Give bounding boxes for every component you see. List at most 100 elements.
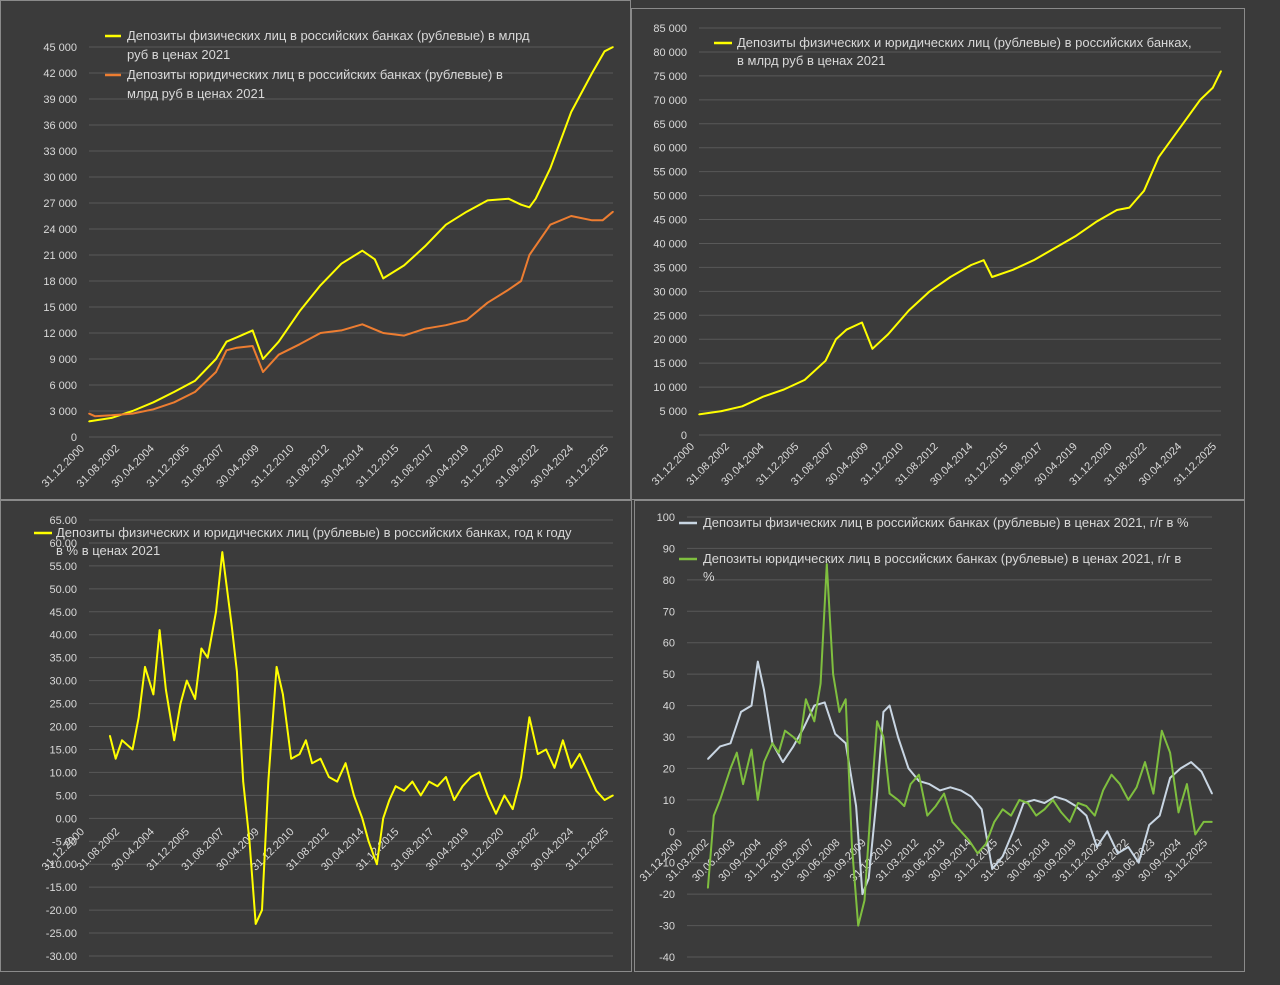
data-point [549,167,552,170]
data-point [587,771,589,774]
data-point [1053,247,1056,250]
y-tick-label: 100 [657,512,675,524]
y-tick-label: 3 000 [49,406,77,418]
legend-text: Депозиты физических и юридических лиц (р… [737,35,1192,50]
data-point [158,629,161,631]
data-point [888,792,891,795]
data-point [1077,802,1079,804]
data-point [173,401,175,404]
data-point [707,758,709,760]
y-tick-label: 80 000 [653,47,687,59]
data-point [528,254,531,256]
data-point [991,276,993,278]
data-point [194,698,196,700]
data-point [803,379,806,381]
data-point [110,414,113,417]
data-point [907,767,910,770]
data-point [729,742,732,745]
data-point [861,893,864,895]
y-tick-label: -5.00 [52,836,77,848]
y-tick-label: 55.00 [49,561,77,573]
data-point [1054,795,1056,798]
y-tick-label: 0.00 [56,813,77,825]
data-point [1143,190,1145,192]
data-point [311,762,313,764]
data-point [507,197,510,200]
data-point [750,748,753,751]
data-point [1096,846,1098,848]
data-point [851,846,853,848]
legend-text: Депозиты физических лиц в российских бан… [127,28,530,43]
data-point [131,748,134,751]
data-point [570,215,572,217]
data-point [445,223,447,226]
data-point [832,673,834,675]
data-point [1110,773,1113,776]
data-point [1052,799,1054,801]
data-point [1161,729,1163,732]
data-point [857,924,859,927]
data-point [131,412,134,415]
data-point [595,790,598,792]
data-point [951,821,954,823]
data-point [762,395,764,398]
data-point [1001,855,1004,858]
y-tick-label: -40 [659,952,675,964]
data-point [813,704,816,707]
data-point [436,785,439,787]
y-tick-label: 50 [663,669,675,681]
data-point [242,780,244,783]
data-point [707,887,709,889]
data-point [1144,761,1146,763]
y-tick-label: 50 000 [653,191,687,203]
data-point [1211,87,1214,89]
data-point [757,660,759,663]
data-point [262,358,264,360]
y-tick-label: 20.00 [49,722,77,734]
data-point [248,840,251,843]
data-point [982,259,985,261]
data-point [943,792,945,795]
data-point [1179,767,1182,770]
data-point [179,702,182,705]
data-point [403,334,405,337]
data-point [835,338,837,341]
legend-text: в млрд руб в ценах 2021 [737,53,885,68]
data-point [949,786,952,789]
data-point [445,776,447,778]
y-tick-label: -15.00 [46,882,77,894]
data-point [980,808,983,811]
data-point [144,666,146,668]
data-point [1148,824,1150,826]
data-point [882,736,885,738]
series-line-2 [88,210,614,418]
data-point [520,203,522,206]
y-tick-label: 80 [663,575,675,587]
chart-svg: -40-30-20-10010203040506070809010031.12.… [638,512,1213,964]
y-tick-label: 25 000 [653,310,687,322]
data-point [428,780,430,783]
data-point [601,219,604,222]
y-tick-label: 9 000 [49,354,77,366]
data-point [261,909,263,911]
data-point [713,814,715,817]
series-line-1 [698,70,1222,416]
data-point [612,46,614,48]
y-tick-label: 90 [663,543,675,555]
series-line-1 [88,46,614,423]
data-point [1157,156,1160,159]
y-tick-label: 5.00 [56,790,77,802]
y-tick-label: 0 [681,430,687,442]
data-point [819,682,822,685]
data-point [88,420,90,423]
y-tick-label: 60 [663,638,675,650]
y-tick-label: 70 000 [653,95,687,107]
y-tick-label: 25.00 [49,699,77,711]
data-point [792,745,795,748]
y-tick-label: 39 000 [43,94,77,106]
y-tick-label: -20.00 [46,905,77,917]
y-tick-label: 45.00 [49,607,77,619]
y-tick-label: 42 000 [43,68,77,80]
data-point [121,739,123,742]
data-point [803,726,805,729]
